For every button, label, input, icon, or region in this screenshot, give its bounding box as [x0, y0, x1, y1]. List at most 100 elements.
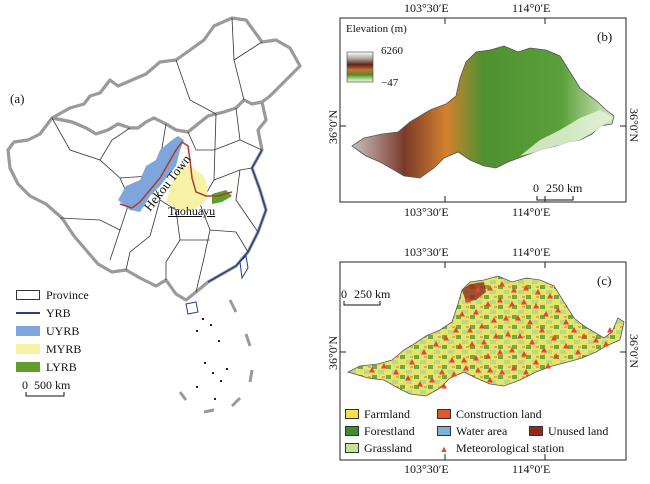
legend-item-construction-land: Construction land: [437, 407, 542, 421]
station-marker: [551, 335, 557, 341]
islands: [196, 318, 228, 400]
yellow-river: [119, 140, 233, 209]
station-marker: [511, 287, 517, 293]
station-marker: [523, 285, 529, 291]
panel-a-label: (a): [10, 91, 25, 106]
legend-item-lyrb: LYRB: [16, 360, 77, 374]
station-marker: [603, 341, 609, 347]
station-marker: [505, 331, 511, 337]
station-marker: [553, 353, 559, 359]
station-marker: [449, 357, 455, 363]
station-marker: [433, 341, 439, 347]
station-marker: [493, 333, 499, 339]
province-lines: [51, 17, 263, 293]
station-marker: [543, 311, 549, 317]
station-marker: [463, 365, 469, 371]
scale-zero-b: 0: [533, 181, 539, 195]
elevation-max: 6260: [381, 45, 403, 57]
panel-c: [339, 261, 627, 461]
station-marker: [487, 285, 493, 291]
station-marker: [575, 349, 581, 355]
bottom-tick-b-2: 114°0′E: [512, 205, 551, 219]
taiwan: [239, 254, 249, 280]
station-marker: [527, 319, 533, 325]
station-marker: [533, 303, 539, 309]
graticule-ticks: [340, 18, 626, 460]
lat-left-c: 36°0′N: [326, 336, 340, 370]
bottom-tick-c-1: 103°30′E: [404, 462, 449, 476]
station-marker: [479, 323, 485, 329]
nine-dash-line: [178, 299, 254, 414]
legend-item-myrb: MYRB: [16, 342, 81, 356]
legend-item-meteorological-station: ▲ Meteorological station: [437, 441, 565, 455]
lat-right-b: 36°0′N: [627, 108, 641, 142]
station-marker: [393, 369, 399, 375]
legend-item-grassland: Grassland: [345, 441, 412, 455]
station-marker: [465, 297, 471, 303]
station-marker: [443, 335, 449, 341]
scale-zero-c: 0: [341, 287, 347, 301]
basin-landuse: [346, 275, 625, 397]
station-marker: [563, 343, 569, 349]
station-marker: [517, 333, 523, 339]
station-marker: [521, 299, 527, 305]
station-marker: [539, 327, 545, 333]
elevation-title: Elevation (m): [346, 23, 407, 35]
station-marker: [405, 375, 411, 381]
legend-item-yrb: YRB: [16, 306, 71, 320]
triangle-icon: ▲: [439, 444, 449, 454]
station-marker: [467, 327, 473, 333]
top-tick-c-1: 103°30′E: [404, 245, 449, 259]
station-marker: [521, 351, 527, 357]
station-marker: [459, 311, 465, 317]
station-marker: [503, 315, 509, 321]
station-marker: [485, 353, 491, 359]
hainan: [185, 301, 199, 315]
station-marker: [451, 371, 457, 377]
uyrb-region: [118, 136, 184, 212]
legend-item-farmland: Farmland: [345, 407, 410, 421]
station-marker: [515, 315, 521, 321]
legend-item-water-area: Water area: [437, 424, 507, 438]
station-marker: [475, 287, 481, 293]
station-marker: [497, 349, 503, 355]
bottom-tick-c-2: 114°0′E: [512, 462, 551, 476]
station-marker: [439, 369, 445, 375]
station-marker: [533, 359, 539, 365]
panel-c-label: (c): [597, 273, 612, 288]
station-marker: [473, 309, 479, 315]
station-marker: [607, 327, 613, 333]
station-marker: [523, 369, 529, 375]
station-marker: [429, 377, 435, 383]
station-marker: [563, 319, 569, 325]
scale-label-a: 500 km: [34, 378, 71, 392]
station-marker: [499, 369, 505, 375]
station-marker: [581, 333, 587, 339]
station-marker: [441, 383, 447, 389]
station-marker: [529, 339, 535, 345]
elevation-ramp: [346, 51, 374, 83]
station-marker: [555, 307, 561, 313]
station-marker: [487, 367, 493, 373]
top-tick-b-1: 103°30′E: [404, 1, 449, 15]
top-tick-c-2: 114°0′E: [512, 245, 551, 259]
station-marker: [511, 365, 517, 371]
station-marker: [417, 381, 423, 387]
station-marker: [381, 363, 387, 369]
scale-bar-c: [343, 301, 381, 306]
top-tick-b-2: 114°0′E: [512, 1, 551, 15]
station-marker: [421, 349, 427, 355]
station-marker: [481, 339, 487, 345]
scale-bar-b: [536, 196, 574, 201]
station-marker: [509, 347, 515, 353]
station-marker: [453, 327, 459, 333]
panel-b-label: (b): [597, 29, 613, 44]
station-marker: [473, 355, 479, 361]
scale-label-c: 250 km: [354, 287, 391, 301]
southeast-lowland: [520, 110, 612, 156]
coastline: [207, 149, 267, 283]
china-map: [6, 16, 302, 414]
station-marker: [509, 301, 515, 307]
